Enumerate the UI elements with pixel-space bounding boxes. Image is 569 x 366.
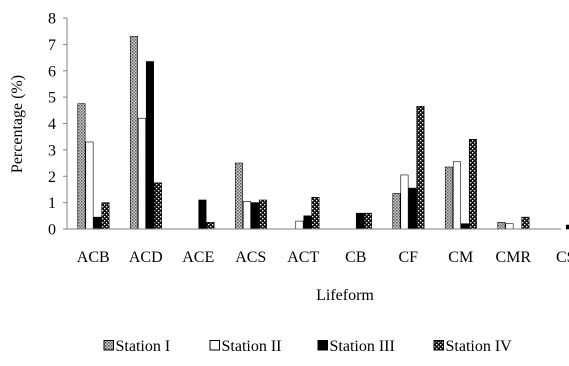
bar-acb-station-2 bbox=[86, 142, 93, 229]
y-tick-label: 1 bbox=[48, 195, 56, 212]
bar-cf-station-3 bbox=[409, 188, 416, 229]
x-tick-label: ACE bbox=[182, 249, 214, 266]
bar-acd-station-2 bbox=[138, 118, 145, 229]
legend-swatch-station-2 bbox=[210, 341, 220, 351]
y-tick-label: 4 bbox=[48, 116, 56, 133]
y-axis-title: Percentage (%) bbox=[9, 75, 26, 173]
x-tick-label: CM bbox=[448, 249, 473, 266]
bar-acs-station-4 bbox=[259, 200, 266, 229]
bar-cf-station-2 bbox=[401, 175, 408, 229]
legend-swatch-station-4 bbox=[434, 341, 444, 351]
y-tick-label: 0 bbox=[48, 222, 56, 239]
x-axis-title: Lifeform bbox=[316, 287, 374, 304]
bar-acd-station-3 bbox=[146, 62, 153, 229]
x-tick-label: CB bbox=[345, 249, 366, 266]
bar-cm-station-4 bbox=[469, 139, 476, 229]
bar-act-station-2 bbox=[296, 221, 303, 229]
x-tick-label: ACB bbox=[77, 249, 110, 266]
y-tick-label: 8 bbox=[48, 11, 56, 28]
bar-cm-station-2 bbox=[453, 162, 460, 229]
bar-ace-station-3 bbox=[199, 200, 206, 229]
x-tick-label: ACS bbox=[235, 249, 266, 266]
bar-acd-station-1 bbox=[130, 36, 137, 229]
y-tick-label: 7 bbox=[48, 37, 56, 54]
y-tick-label: 2 bbox=[48, 169, 56, 186]
bar-cf-station-4 bbox=[417, 106, 424, 229]
x-tick-label: CF bbox=[398, 249, 418, 266]
bar-acs-station-3 bbox=[251, 203, 258, 229]
x-tick-label: CMR bbox=[495, 249, 531, 266]
legend-label: Station III bbox=[330, 338, 395, 355]
legend-swatch-station-3 bbox=[318, 341, 328, 351]
y-tick-label: 6 bbox=[48, 63, 56, 80]
bar-cmr-station-2 bbox=[506, 224, 513, 229]
bar-act-station-4 bbox=[312, 197, 319, 229]
bar-act-station-3 bbox=[304, 216, 311, 229]
legend-label: Station IV bbox=[446, 338, 513, 355]
bar-acb-station-3 bbox=[94, 217, 101, 229]
legend-label: Station II bbox=[222, 338, 282, 355]
bar-cmr-station-4 bbox=[522, 217, 529, 229]
x-tick-label: CS bbox=[556, 249, 569, 266]
bar-cf-station-1 bbox=[393, 193, 400, 229]
bar-cm-station-1 bbox=[445, 167, 452, 229]
bar-cb-station-4 bbox=[364, 213, 371, 229]
x-tick-label: ACD bbox=[129, 249, 163, 266]
bar-acs-station-1 bbox=[235, 163, 242, 229]
bar-ace-station-4 bbox=[207, 222, 214, 229]
legend-label: Station I bbox=[116, 338, 171, 355]
bar-acb-station-1 bbox=[78, 104, 85, 229]
bar-acd-station-4 bbox=[154, 183, 161, 229]
x-tick-label: ACT bbox=[287, 249, 319, 266]
legend-swatch-station-1 bbox=[104, 341, 114, 351]
y-tick-label: 5 bbox=[48, 90, 56, 107]
bar-cmr-station-1 bbox=[498, 222, 505, 229]
y-tick-label: 3 bbox=[48, 142, 56, 159]
bar-cb-station-3 bbox=[356, 213, 363, 229]
bar-acs-station-2 bbox=[243, 201, 250, 229]
bar-cm-station-3 bbox=[461, 224, 468, 229]
bar-acb-station-4 bbox=[102, 203, 109, 229]
